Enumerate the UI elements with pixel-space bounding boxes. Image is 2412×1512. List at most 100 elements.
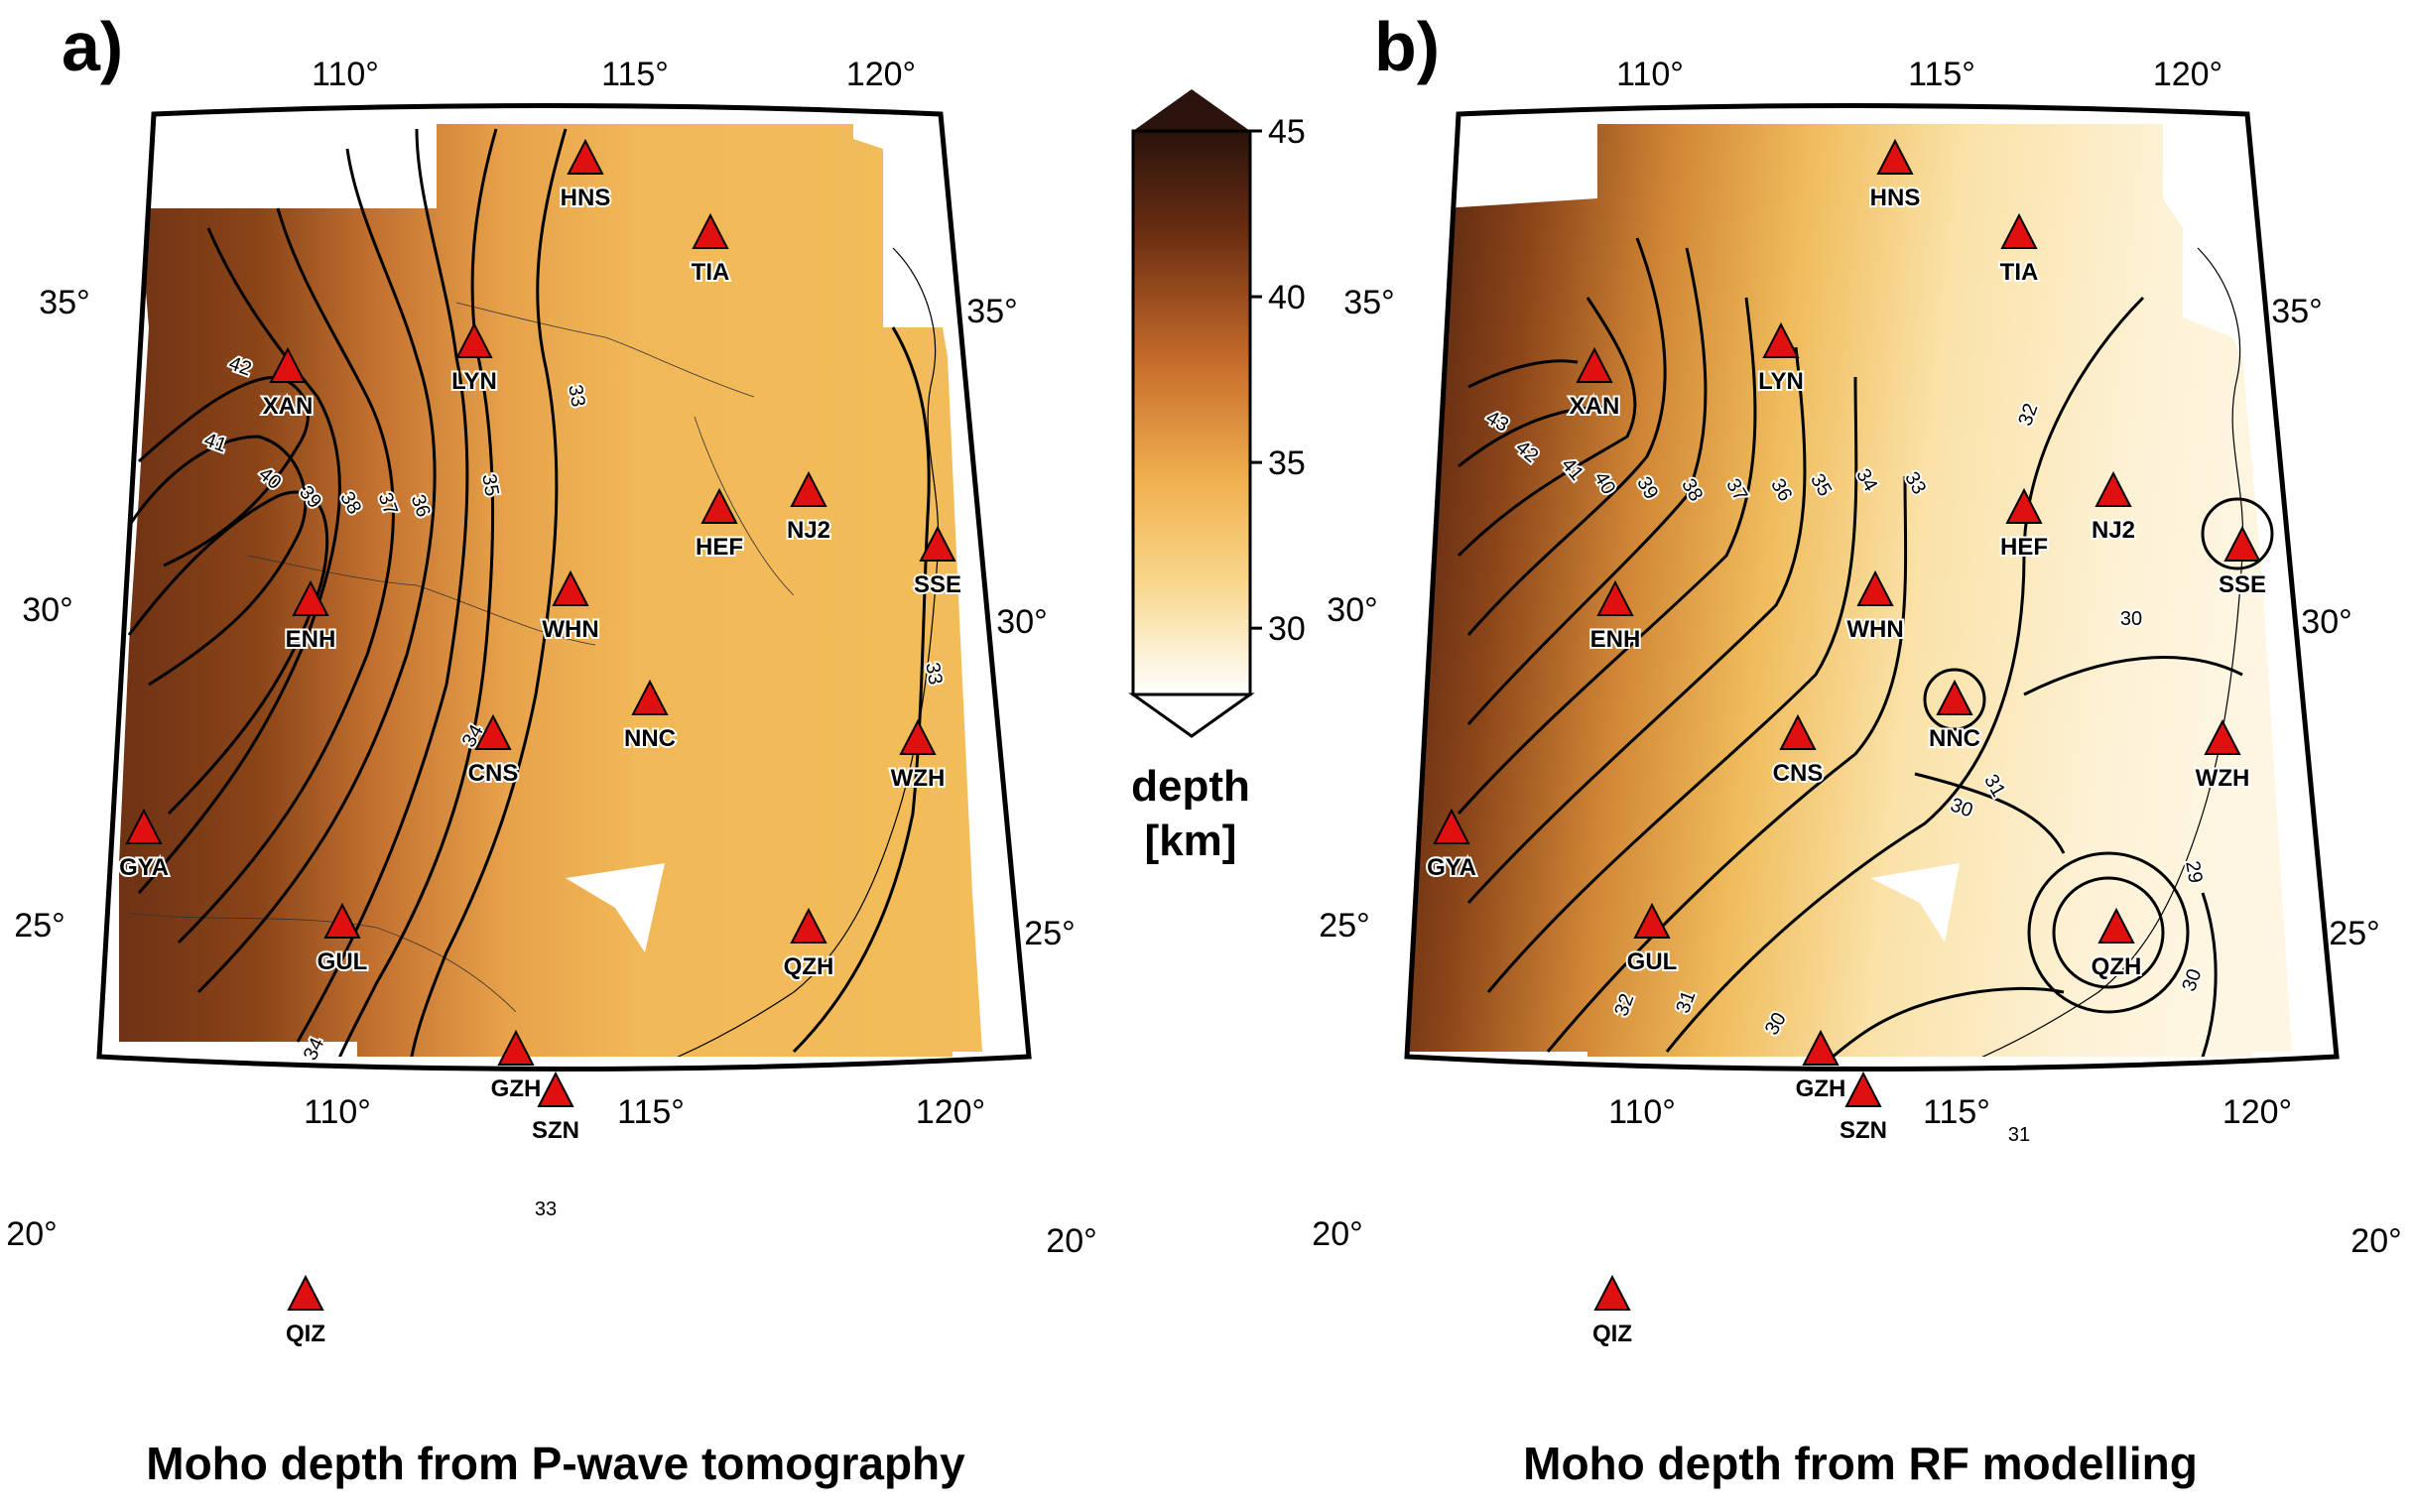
station-label: SSE (2219, 571, 2266, 598)
lat-tick-label-right: 30° (996, 603, 1047, 641)
caption-a: Moho depth from P-wave tomography (146, 1438, 965, 1489)
station-label: HNS (561, 185, 611, 211)
station-marker (899, 718, 937, 755)
lon-tick-label-bottom: 115° (1923, 1093, 1990, 1131)
contour-label: 30 (2120, 608, 2142, 630)
station-label: CNS (1773, 760, 1824, 787)
station-label: GUL (1627, 948, 1678, 975)
lat-tick-label-left: 20° (1312, 1215, 1362, 1253)
station-marker (323, 902, 361, 939)
colorbar-title-line2: [km] (1144, 817, 1237, 865)
coastline (178, 247, 940, 1057)
station-marker (497, 1029, 535, 1066)
station-marker (1633, 902, 1671, 939)
station-label: GZH (1796, 1075, 1846, 1102)
station-label: LYN (451, 368, 497, 395)
colorbar-tick-label: 30 (1268, 610, 1306, 648)
station-label: NJ2 (787, 517, 830, 544)
panel-b (1407, 124, 2292, 1057)
station-marker (1433, 808, 1470, 844)
lat-tick-label-left: 25° (14, 907, 64, 945)
station-marker (2223, 525, 2261, 562)
station-marker (700, 487, 738, 524)
station-label: WZH (2196, 765, 2250, 792)
station-marker (292, 579, 329, 616)
lon-tick-label-top: 115° (601, 56, 669, 93)
station-marker (552, 569, 589, 606)
lon-tick-label-bottom: 110° (304, 1093, 371, 1131)
station-marker (287, 1274, 324, 1311)
station-label: WHN (1846, 616, 1903, 643)
contour-label: 33 (921, 661, 947, 687)
lon-tick-label-bottom: 110° (1608, 1093, 1676, 1131)
station-marker (567, 138, 604, 175)
station-marker (1802, 1029, 1840, 1066)
moho-field (119, 124, 982, 1057)
colorbar-title: depth [km] (1101, 759, 1280, 868)
contour-label: 29 (2181, 859, 2207, 885)
station-marker (269, 346, 307, 383)
station-marker (631, 679, 669, 715)
panel-a (119, 124, 982, 1057)
station-marker (1844, 1071, 1882, 1107)
station-label: TIA (2000, 259, 2039, 286)
colorbar-tick-label: 45 (1268, 113, 1306, 151)
colorbar-tick-label: 35 (1268, 444, 1306, 482)
lat-tick-label-right: 25° (2329, 915, 2379, 952)
lat-tick-label-right: 30° (2301, 603, 2351, 641)
station-marker (2095, 470, 2132, 507)
station-marker (1596, 579, 1634, 616)
station-label: WZH (891, 765, 946, 792)
lat-tick-label-right: 20° (1046, 1222, 1096, 1260)
station-label: QZH (784, 953, 834, 980)
station-marker (2204, 718, 2241, 755)
station-label: ENH (1590, 626, 1641, 653)
coastline (1482, 247, 2244, 1057)
colorbar: 45 40 35 30 (1128, 89, 1306, 738)
contour-label: 33 (564, 383, 589, 409)
lon-tick-label-top: 110° (1616, 56, 1684, 93)
station-marker (474, 713, 512, 750)
lat-tick-label-left: 30° (22, 591, 72, 629)
panel-letter-b: b) (1374, 8, 1441, 85)
station-marker (2097, 907, 2135, 944)
data-gap (1870, 863, 1960, 943)
contour-label: 31 (2008, 1124, 2030, 1146)
contours (127, 128, 931, 1057)
station-label: QZH (2092, 953, 2142, 980)
lat-tick-label-left: 25° (1319, 907, 1369, 945)
contour-label: 33 (535, 1198, 557, 1220)
station-label: LYN (1758, 368, 1804, 395)
lat-tick-label-left: 30° (1327, 591, 1377, 629)
ticks-panel-b: 110° 115° 120° 110° 115° 120° 35° 30° 25° 20° 35° 3… (1312, 56, 2401, 1260)
colorbar-ticks: 45 40 35 30 (1250, 113, 1306, 648)
station-label: ENH (286, 626, 336, 653)
stations-panel-b: HNS TIA LYN XAN HEF NJ2 SSE ENH WHN NNC CNS WZH GYA G… (1425, 138, 2268, 1349)
contour-label: 35 (477, 472, 503, 498)
lat-tick-label-left: 35° (39, 284, 89, 321)
lat-tick-label-right: 25° (1024, 915, 1075, 952)
station-marker (790, 907, 827, 944)
lat-tick-label-right: 35° (966, 293, 1017, 330)
station-label: TIA (692, 259, 730, 286)
contours (1457, 237, 2274, 1057)
station-marker (2000, 212, 2038, 249)
lat-tick-label-right: 35° (2271, 293, 2322, 330)
lon-tick-label-bottom: 115° (617, 1093, 685, 1131)
station-label: GZH (491, 1075, 542, 1102)
station-marker (1576, 346, 1613, 383)
station-label: QIZ (1592, 1321, 1632, 1347)
station-marker (1856, 569, 1894, 606)
station-label: SZN (1840, 1117, 1887, 1144)
station-label: GYA (119, 854, 169, 881)
lon-tick-label-top: 120° (2153, 56, 2222, 93)
caption-b: Moho depth from RF modelling (1523, 1438, 2198, 1489)
station-label: HEF (2000, 534, 2048, 561)
lon-tick-label-bottom: 120° (2222, 1093, 2292, 1131)
station-marker (919, 525, 956, 562)
lon-tick-label-top: 110° (312, 56, 379, 93)
colorbar-max-triangle (1133, 89, 1250, 131)
colorbar-title-line1: depth (1131, 762, 1250, 811)
